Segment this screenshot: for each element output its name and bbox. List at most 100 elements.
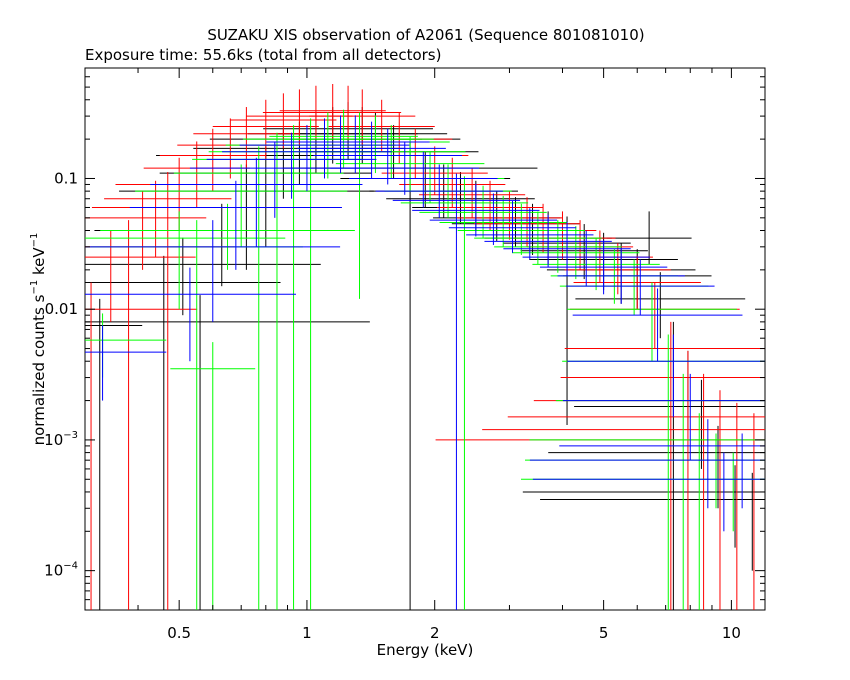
data-point bbox=[512, 226, 640, 280]
data-point bbox=[85, 230, 196, 322]
data-point bbox=[559, 259, 709, 316]
data-point bbox=[482, 402, 765, 610]
data-point bbox=[309, 89, 416, 146]
data-point bbox=[192, 132, 362, 610]
data-point bbox=[560, 350, 765, 610]
chart-subtitle: Exposure time: 55.6ks (total from all de… bbox=[85, 46, 441, 64]
data-point bbox=[85, 298, 143, 610]
data-point bbox=[466, 208, 594, 260]
tick-layer: 0.5 1 2 5 10 0.1 0.01 10−3 10−4 bbox=[44, 68, 765, 642]
data-point bbox=[573, 255, 701, 310]
data-point bbox=[328, 99, 435, 152]
y-axis-label-exp2: −1 bbox=[29, 233, 40, 248]
data-point bbox=[539, 240, 668, 295]
data-point bbox=[85, 220, 235, 610]
data-point bbox=[529, 433, 765, 509]
data-point bbox=[529, 413, 765, 610]
data-point bbox=[100, 203, 355, 270]
series-3 bbox=[85, 115, 765, 610]
data-point bbox=[532, 237, 660, 291]
data-point bbox=[540, 472, 765, 571]
plot-frame bbox=[84, 67, 766, 611]
data-point bbox=[193, 107, 300, 169]
data-point bbox=[222, 125, 392, 192]
data-point bbox=[400, 176, 529, 610]
data-point bbox=[330, 141, 480, 195]
data-point bbox=[429, 193, 558, 245]
data-point bbox=[507, 390, 765, 610]
data-point bbox=[281, 115, 430, 174]
data-point bbox=[301, 115, 450, 174]
y-axis-label-exp1: −1 bbox=[29, 280, 40, 295]
data-point bbox=[532, 452, 765, 532]
data-point bbox=[90, 220, 303, 610]
x-tick-label: 2 bbox=[430, 624, 440, 642]
series-layer bbox=[85, 84, 765, 610]
data-point bbox=[522, 465, 765, 548]
y-tick-label: 0.1 bbox=[54, 169, 78, 187]
data-point bbox=[564, 321, 765, 610]
data-point bbox=[451, 197, 580, 247]
data-point bbox=[484, 214, 612, 268]
y-axis-label-mid: keV bbox=[30, 247, 48, 280]
data-point bbox=[206, 132, 377, 199]
data-point bbox=[85, 220, 341, 322]
data-point bbox=[85, 325, 167, 401]
data-point bbox=[279, 84, 386, 140]
data-point bbox=[525, 433, 765, 509]
data-point bbox=[559, 419, 765, 509]
data-point bbox=[150, 157, 363, 247]
data-point bbox=[85, 237, 321, 316]
data-point bbox=[282, 141, 538, 610]
data-point bbox=[159, 128, 266, 192]
data-point bbox=[297, 121, 446, 179]
y-tick-label: 10−3 bbox=[44, 430, 78, 449]
data-point bbox=[606, 211, 692, 265]
data-point bbox=[567, 334, 765, 417]
data-point bbox=[565, 259, 715, 316]
x-tick-label: 10 bbox=[722, 624, 741, 642]
data-point bbox=[85, 282, 198, 610]
x-tick-label: 0.5 bbox=[167, 624, 191, 642]
data-point bbox=[399, 157, 506, 208]
data-point bbox=[419, 185, 547, 239]
y-tick-label: 10−4 bbox=[44, 561, 78, 580]
data-point bbox=[285, 112, 434, 299]
data-point bbox=[522, 230, 650, 287]
data-point bbox=[575, 272, 746, 339]
data-point bbox=[170, 342, 256, 610]
data-point bbox=[392, 173, 521, 610]
data-point bbox=[104, 172, 232, 610]
data-point bbox=[520, 224, 648, 280]
data-point bbox=[313, 128, 463, 185]
data-point bbox=[173, 146, 344, 610]
data-point bbox=[448, 201, 577, 253]
data-point bbox=[119, 164, 374, 270]
data-point bbox=[419, 168, 526, 218]
chart-title: SUZAKU XIS observation of A2061 (Sequenc… bbox=[207, 26, 644, 44]
data-point bbox=[386, 172, 535, 224]
data-point bbox=[295, 85, 402, 140]
data-point bbox=[557, 249, 685, 304]
data-point bbox=[85, 313, 167, 378]
y-axis-label-main: normalized counts s bbox=[30, 294, 48, 445]
y-tick-label: 0.01 bbox=[45, 300, 78, 318]
data-point bbox=[266, 115, 415, 174]
data-point bbox=[548, 425, 765, 509]
data-point bbox=[85, 211, 286, 310]
data-point bbox=[208, 125, 379, 610]
data-point bbox=[381, 146, 488, 195]
data-point bbox=[212, 99, 319, 160]
x-axis-label: Energy (keV) bbox=[377, 641, 474, 659]
data-point bbox=[189, 141, 360, 218]
data-point bbox=[135, 164, 348, 247]
data-point bbox=[129, 180, 342, 270]
data-point bbox=[85, 267, 297, 362]
data-point bbox=[225, 118, 396, 610]
data-point bbox=[85, 295, 370, 610]
x-tick-label: 5 bbox=[599, 624, 609, 642]
data-point bbox=[574, 379, 765, 469]
y-axis-label: normalized counts s−1 keV−1 bbox=[29, 233, 48, 446]
data-point bbox=[456, 191, 563, 240]
